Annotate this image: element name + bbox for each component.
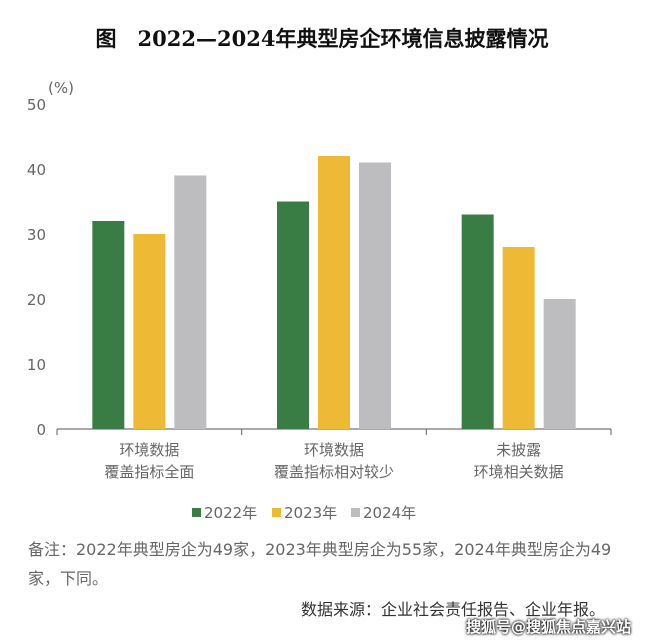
- y-tick-label: 20: [27, 291, 46, 309]
- x-tick-label: 覆盖指标相对较少: [274, 463, 394, 481]
- bar: [92, 221, 125, 429]
- bar: [133, 234, 166, 429]
- legend-label: 2022年: [204, 504, 257, 522]
- x-tick-label: 未披露: [496, 441, 541, 459]
- x-tick-label: 环境数据: [304, 441, 364, 459]
- bar: [359, 162, 391, 429]
- y-tick-label: 50: [27, 96, 46, 114]
- bar: [277, 201, 309, 429]
- watermark: 搜狐号@搜狐焦点嘉兴站: [465, 618, 631, 636]
- y-tick-label: 30: [27, 226, 46, 244]
- x-tick-label: 覆盖指标全面: [104, 463, 194, 481]
- legend-label: 2023年: [284, 504, 337, 522]
- y-tick-label: 0: [36, 421, 46, 439]
- x-tick-label: 环境数据: [119, 441, 179, 459]
- bar: [543, 299, 576, 429]
- legend-label: 2024年: [363, 504, 416, 522]
- bar: [461, 214, 494, 429]
- chart-title: 图 2022—2024年典型房企环境信息披露情况: [96, 26, 549, 51]
- note: 备注：2022年典型房企为49家，2023年典型房企为55家，2024年典型房企…: [28, 540, 612, 588]
- source: 数据来源：企业社会责任报告、企业年报。: [300, 600, 605, 619]
- y-tick-label: 10: [27, 356, 46, 374]
- bar: [502, 247, 535, 429]
- y-unit: (%): [48, 79, 74, 97]
- bar: [174, 175, 207, 429]
- x-tick-label: 环境相关数据: [474, 463, 564, 481]
- bar: [318, 156, 350, 429]
- y-tick-label: 40: [27, 161, 46, 179]
- legend-marker: [351, 508, 360, 517]
- legend-marker: [192, 508, 201, 517]
- legend-marker: [272, 508, 281, 517]
